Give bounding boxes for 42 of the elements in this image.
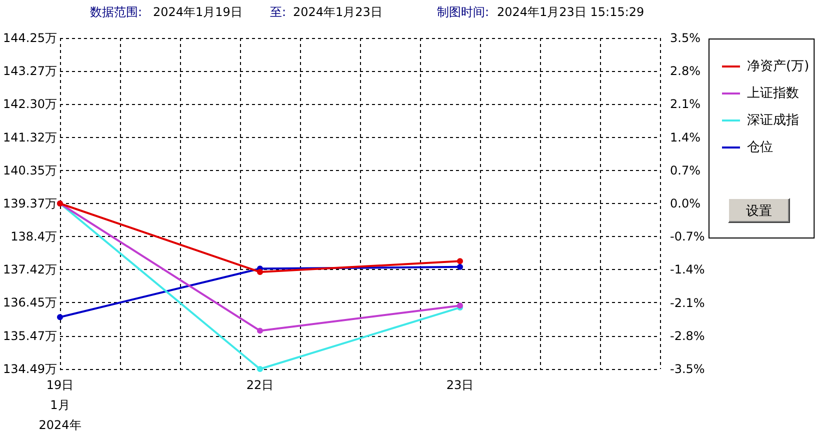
y-tick-label: 141.32万 bbox=[2, 130, 57, 144]
point bbox=[257, 269, 263, 276]
text: 至: bbox=[270, 5, 286, 19]
x-tick-label: 19日 1月 2024年 bbox=[38, 378, 82, 432]
y2-tick-label: 0.7% bbox=[670, 163, 700, 178]
x-tick-label: 23日 bbox=[446, 378, 474, 392]
point bbox=[457, 264, 463, 270]
y-tick-label: 138.4万 bbox=[10, 229, 57, 244]
y2-tick-label: -0.7% bbox=[670, 230, 705, 244]
y-tick-label: 143.27万 bbox=[2, 64, 57, 78]
legend-label: 净资产(万) bbox=[747, 59, 810, 74]
y2-tick-label: 2.1% bbox=[670, 97, 700, 112]
point bbox=[257, 328, 263, 334]
y-tick-label: 139.37万 bbox=[2, 196, 57, 210]
y2-tick-label: 2.8% bbox=[670, 64, 700, 78]
y2-tick-label: -2.1% bbox=[670, 296, 705, 310]
y-tick-label: 144.25万 bbox=[2, 31, 57, 45]
y-tick-label: 136.45万 bbox=[2, 296, 57, 310]
y2-tick-label: -1.4% bbox=[670, 262, 705, 277]
y2-tick-label: 0.0% bbox=[670, 196, 700, 210]
text: 制图时间: bbox=[437, 5, 490, 19]
y2-tick-label: -2.8% bbox=[670, 328, 705, 343]
y-tick-label: 137.42万 bbox=[2, 262, 57, 277]
point bbox=[457, 258, 463, 264]
y2-tick-label: 1.4% bbox=[670, 130, 700, 144]
text: 2024年1月23日 15:15:29 bbox=[497, 5, 644, 19]
y-tick-label: 140.35万 bbox=[2, 163, 57, 178]
y-tick-label: 134.49万 bbox=[2, 362, 57, 376]
y2-tick-label: 3.5% bbox=[670, 31, 700, 45]
y-tick-label: 135.47万 bbox=[2, 328, 57, 343]
text: 数据范围: bbox=[90, 5, 142, 19]
y2-tick-label: -3.5% bbox=[670, 362, 705, 376]
settings-button[interactable]: 设置 bbox=[728, 198, 790, 223]
point bbox=[257, 366, 263, 372]
text: 2024年1月19日 bbox=[153, 5, 242, 19]
x-tick-label: 22日 bbox=[246, 378, 274, 392]
legend-label: 上证指数 bbox=[747, 86, 799, 101]
text: 2024年1月23日 bbox=[293, 5, 382, 19]
y-tick-label: 142.30万 bbox=[2, 97, 57, 112]
legend-label: 仓位 bbox=[747, 140, 773, 155]
legend-label: 深证成指 bbox=[747, 113, 799, 128]
point bbox=[56, 314, 63, 320]
